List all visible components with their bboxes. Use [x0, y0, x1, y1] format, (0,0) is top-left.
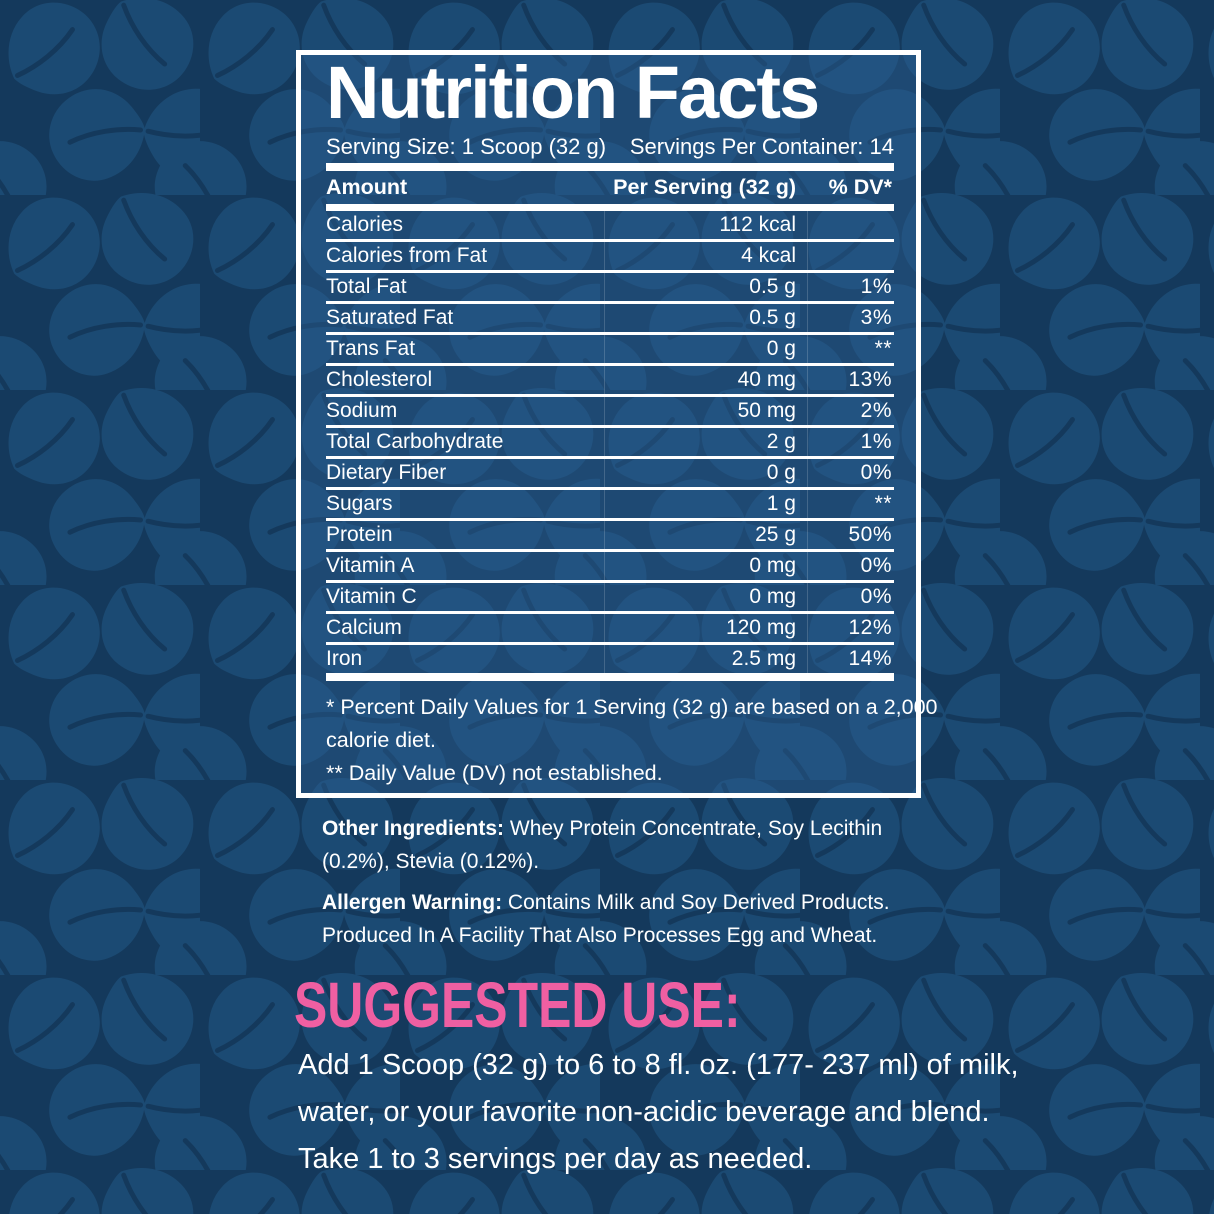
allergen-line2: Produced In A Facility That Also Process… — [322, 924, 878, 947]
nutrient-row: Protein 25 g 50% — [326, 521, 894, 552]
nutrient-label: Calories from Fat — [326, 244, 488, 267]
divider-bar-header — [326, 204, 894, 211]
nutrition-facts-title: Nutrition Facts — [326, 51, 820, 134]
nutrient-value: 2 g — [766, 430, 796, 453]
suggested-use-text: Add 1 Scoop (32 g) to 6 to 8 fl. oz. (17… — [298, 1042, 1019, 1183]
nutrient-label: Calcium — [326, 616, 402, 639]
other-ingredients-line1: Other Ingredients: Whey Protein Concentr… — [322, 812, 882, 845]
nutrient-row: Cholesterol 40 mg 13% — [326, 366, 894, 397]
nutrition-facts-panel: Nutrition Facts Serving Size: 1 Scoop (3… — [296, 50, 938, 798]
nutrient-label: Trans Fat — [326, 337, 416, 360]
footnotes: * Percent Daily Values for 1 Serving (32… — [326, 681, 938, 790]
nutrient-value: 40 mg — [737, 368, 796, 391]
nutrient-dv: 50% — [848, 523, 892, 546]
nutrient-label: Vitamin A — [326, 554, 415, 577]
column-divider-line — [604, 211, 605, 673]
nutrient-dv: 3% — [860, 306, 892, 329]
other-ingredients-section: Other Ingredients: Whey Protein Concentr… — [322, 812, 882, 878]
divider-bar-top — [326, 163, 894, 171]
nutrient-row: Calcium 120 mg 12% — [326, 614, 894, 645]
nutrient-row: Sugars 1 g ** — [326, 490, 894, 521]
nutrient-value: 50 mg — [737, 399, 796, 422]
other-ingredients-text1: Whey Protein Concentrate, Soy Lecithin — [509, 817, 883, 840]
footnote-line: * Percent Daily Values for 1 Serving (32… — [326, 695, 938, 719]
nutrient-label: Vitamin C — [326, 585, 417, 608]
nutrient-row: Calories from Fat 4 kcal — [326, 242, 894, 273]
nutrient-row: Vitamin C 0 mg 0% — [326, 583, 894, 614]
nutrient-row: Saturated Fat 0.5 g 3% — [326, 304, 894, 335]
nutrient-dv: 1% — [860, 430, 892, 453]
other-ingredients-line2: (0.2%), Stevia (0.12%). — [322, 850, 540, 873]
nutrient-label: Calories — [326, 213, 404, 236]
nutrient-value: 0 g — [766, 337, 796, 360]
allergen-warning-section: Allergen Warning: Contains Milk and Soy … — [322, 886, 890, 952]
nutrient-value: 0 mg — [749, 554, 796, 577]
nutrient-label: Dietary Fiber — [326, 461, 447, 484]
allergen-text1: Contains Milk and Soy Derived Products. — [507, 891, 890, 914]
nutrient-dv: 14% — [848, 647, 892, 670]
nutrient-row: Calories 112 kcal — [326, 211, 894, 242]
nutrient-dv: 0% — [860, 585, 892, 608]
nutrient-dv: 12% — [848, 616, 892, 639]
nutrient-label: Protein — [326, 523, 393, 546]
footnote-line: calorie diet. — [326, 728, 436, 752]
nutrient-label: Sodium — [326, 399, 398, 422]
table-header-row: Amount Per Serving (32 g) % DV* — [326, 171, 894, 204]
nutrient-row: Iron 2.5 mg 14% — [326, 645, 894, 673]
nutrient-label: Total Carbohydrate — [326, 430, 504, 453]
nutrient-value: 2.5 mg — [731, 647, 796, 670]
nutrient-row: Total Fat 0.5 g 1% — [326, 273, 894, 304]
column-header-amount: Amount — [326, 175, 408, 199]
divider-bar-bottom — [326, 673, 894, 681]
allergen-label: Allergen Warning: — [322, 891, 503, 914]
nutrient-label: Sugars — [326, 492, 393, 515]
nutrient-value: 4 kcal — [741, 244, 796, 267]
suggested-use-title: SUGGESTED USE: — [294, 969, 741, 1041]
nutrient-label: Cholesterol — [326, 368, 433, 391]
suggested-use-line: water, or your favorite non-acidic bever… — [298, 1096, 990, 1128]
nutrient-value: 120 mg — [725, 616, 796, 639]
serving-info-row: Serving Size: 1 Scoop (32 g) Servings Pe… — [326, 130, 894, 163]
nutrient-dv: 0% — [860, 554, 892, 577]
nutrient-dv: 1% — [860, 275, 892, 298]
nutrient-dv: 2% — [860, 399, 892, 422]
nutrient-value: 112 kcal — [719, 213, 796, 236]
allergen-line1: Allergen Warning: Contains Milk and Soy … — [322, 886, 890, 919]
column-divider-line — [807, 211, 808, 673]
nutrient-dv: ** — [874, 337, 892, 360]
suggested-use-line: Add 1 Scoop (32 g) to 6 to 8 fl. oz. (17… — [298, 1049, 1019, 1081]
nutrient-label: Saturated Fat — [326, 306, 454, 329]
nutrient-row: Vitamin A 0 mg 0% — [326, 552, 894, 583]
nutrient-value: 25 g — [755, 523, 796, 546]
nutrient-value: 1 g — [766, 492, 796, 515]
nutrient-label: Iron — [326, 647, 363, 670]
serving-size-text: Serving Size: 1 Scoop (32 g) — [326, 133, 607, 159]
other-ingredients-label: Other Ingredients: — [322, 817, 505, 840]
nutrient-value: 0 g — [766, 461, 796, 484]
footnote-line: ** Daily Value (DV) not established. — [326, 761, 663, 785]
nutrient-dv: 0% — [860, 461, 892, 484]
column-header-dv: % DV* — [828, 175, 892, 199]
nutrient-row: Sodium 50 mg 2% — [326, 397, 894, 428]
nutrient-dv: ** — [874, 492, 892, 515]
nutrient-table: Calories 112 kcal Calories from Fat 4 kcal T… — [326, 211, 894, 673]
nutrient-row: Trans Fat 0 g ** — [326, 335, 894, 366]
nutrient-value: 0 mg — [749, 585, 796, 608]
nutrient-row: Dietary Fiber 0 g 0% — [326, 459, 894, 490]
suggested-use-line: Take 1 to 3 servings per day as needed. — [298, 1143, 813, 1175]
column-header-per-serving: Per Serving (32 g) — [613, 175, 796, 199]
nutrient-label: Total Fat — [326, 275, 407, 298]
servings-per-container-text: Servings Per Container: 14 — [629, 133, 894, 159]
nutrient-value: 0.5 g — [749, 306, 796, 329]
nutrient-dv: 13% — [848, 368, 892, 391]
nutrient-value: 0.5 g — [749, 275, 796, 298]
nutrient-row: Total Carbohydrate 2 g 1% — [326, 428, 894, 459]
